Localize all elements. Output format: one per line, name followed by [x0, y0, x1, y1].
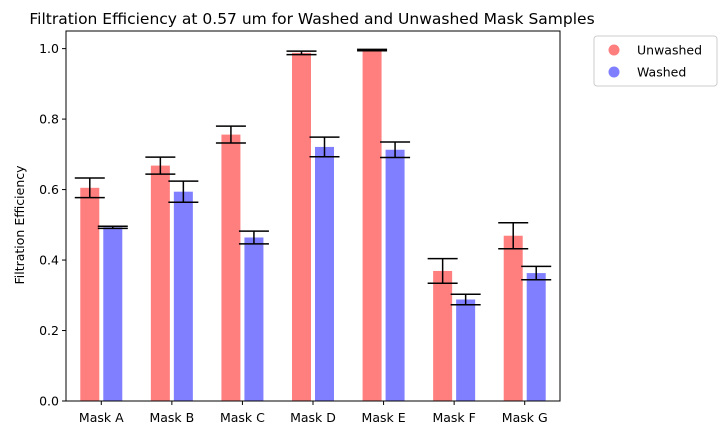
bar-washed-7 — [526, 273, 546, 401]
y-tick-label: 0.8 — [39, 112, 59, 127]
legend-marker-unwashed — [608, 44, 620, 56]
bar-unwashed-4 — [292, 52, 311, 401]
x-tick-label: Mask D — [290, 410, 336, 425]
bar-unwashed-7 — [503, 235, 523, 401]
bar-unwashed-3 — [221, 134, 241, 401]
bar-washed-5 — [385, 149, 405, 401]
x-tick-label: Mask F — [432, 410, 475, 425]
y-tick-label: 0.6 — [39, 182, 59, 197]
legend: Unwashed Washed — [593, 35, 718, 87]
bar-unwashed-1 — [80, 187, 100, 401]
legend-marker-washed — [608, 66, 620, 78]
bar-washed-2 — [173, 191, 193, 401]
plot-frame — [65, 30, 561, 402]
legend-label-washed: Washed — [637, 65, 686, 80]
y-tick-label: 1.0 — [39, 41, 59, 56]
bar-washed-1 — [103, 227, 123, 401]
legend-label-unwashed: Unwashed — [637, 43, 702, 58]
bar-unwashed-6 — [433, 270, 453, 401]
plot-area: 0.0 0.2 0.4 0.6 0.8 1.0 Mask A Mask B Mask C Mask… — [39, 30, 561, 425]
chart-title: Filtration Efficiency at 0.57 um for Was… — [29, 10, 594, 28]
bar-unwashed-5 — [362, 50, 382, 402]
y-tick-label: 0.0 — [39, 394, 59, 409]
bar-washed-3 — [244, 237, 264, 401]
x-tick-label: Mask G — [502, 410, 548, 425]
x-tick-label: Mask E — [362, 410, 406, 425]
bar-washed-4 — [315, 146, 334, 401]
y-axis-label: Filtration Efficiency — [12, 165, 27, 285]
y-tick-label: 0.4 — [39, 253, 59, 268]
x-tick-label: Mask C — [220, 410, 265, 425]
bar-unwashed-2 — [150, 165, 170, 401]
bar-washed-6 — [456, 299, 476, 401]
legend-frame — [593, 35, 718, 87]
y-tick-label: 0.2 — [39, 323, 59, 338]
x-tick-label: Mask A — [79, 410, 124, 425]
x-tick-label: Mask B — [149, 410, 194, 425]
